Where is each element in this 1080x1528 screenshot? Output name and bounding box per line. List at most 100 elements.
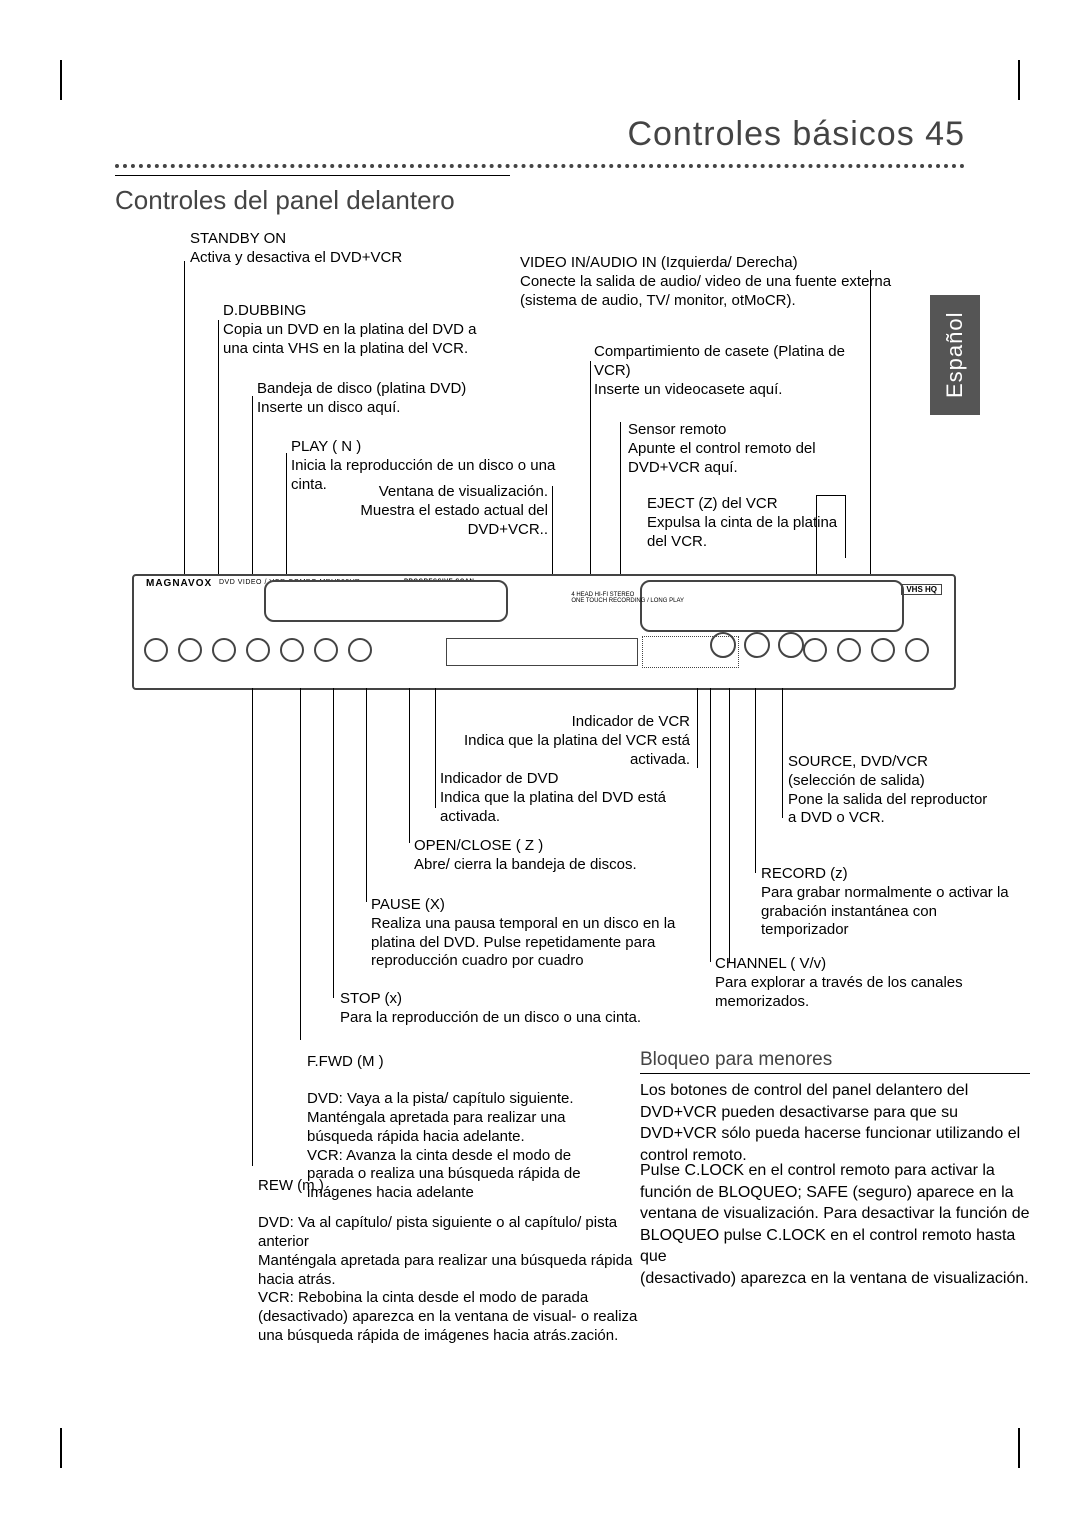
callout-title: PAUSE (X)	[371, 896, 445, 913]
display-window-icon	[446, 638, 638, 666]
callout-title: SOURCE, DVD/VCR	[788, 753, 928, 770]
callout-standby: STANDBY ON Activa y desactiva el DVD+VCR	[190, 230, 402, 268]
callout-title: Compartimiento de casete (Platina de VCR…	[594, 343, 845, 379]
callout-desc: Realiza una pausa temporal en un disco e…	[371, 915, 675, 970]
leader-line	[697, 688, 698, 768]
disc-tray	[264, 580, 508, 622]
leader-line	[845, 495, 846, 558]
callout-title: EJECT (Z) del VCR	[647, 495, 778, 512]
rca-jack-icon	[778, 632, 804, 658]
manual-page: Controles básicos 45 Controles del panel…	[0, 0, 1080, 1528]
leader-line	[590, 361, 591, 583]
heads-sub: ONE TOUCH RECORDING / LONG PLAY	[571, 598, 684, 604]
callout-title: OPEN/CLOSE ( Z )	[414, 837, 543, 854]
callout-av-in: VIDEO IN/AUDIO IN (Izquierda/ Derecha) C…	[520, 254, 930, 310]
callout-title: RECORD (z)	[761, 865, 848, 882]
vhs-hq-logo: VHS HQ	[901, 584, 942, 595]
childlock-p2: Pulse C.LOCK en el control remoto para a…	[640, 1160, 1035, 1268]
crop-mark	[978, 1428, 1020, 1468]
callout-desc: Inserte un videocasete aquí.	[594, 381, 782, 398]
callout-desc: (selección de salida) Pone la salida del…	[788, 772, 987, 827]
callout-open-close: OPEN/CLOSE ( Z ) Abre/ cierra la bandeja…	[414, 837, 704, 875]
leader-line	[710, 688, 711, 962]
leader-line	[782, 688, 783, 818]
callout-title: Bandeja de disco (platina DVD)	[257, 380, 466, 397]
leader-line	[816, 495, 817, 585]
callout-title: VIDEO IN/AUDIO IN (Izquierda/ Derecha)	[520, 254, 798, 271]
callout-desc: Abre/ cierra la bandeja de discos.	[414, 856, 637, 873]
callout-desc: Inserte un disco aquí.	[257, 399, 400, 416]
knob-icon	[246, 638, 270, 662]
callout-desc: Indica que la platina del VCR está activ…	[464, 732, 690, 768]
callout-source: SOURCE, DVD/VCR (selección de salida) Po…	[788, 753, 998, 828]
callout-stop: STOP (x) Para la reproducción de un disc…	[340, 990, 680, 1028]
leader-line	[729, 688, 730, 962]
callout-cassette: Compartimiento de casete (Platina de VCR…	[594, 343, 854, 399]
divider	[115, 175, 510, 176]
device-illustration: MAGNAVOX DVD VIDEO / VCR COMBO MDV560VR …	[132, 574, 956, 690]
knob-icon	[837, 638, 861, 662]
callout-title: F.FWD (M )	[307, 1053, 384, 1070]
callout-sensor: Sensor remoto Apunte el control remoto d…	[628, 421, 868, 477]
callout-eject: EJECT (Z) del VCR Expulsa la cinta de la…	[647, 495, 847, 551]
callout-title: STANDBY ON	[190, 230, 286, 247]
callout-rew: REW (m ) DVD: Va al capítulo/ pista sigu…	[258, 1158, 638, 1346]
page-number: 45	[925, 115, 965, 153]
callout-title: D.DUBBING	[223, 302, 306, 319]
media-logos: VHS HQ	[901, 584, 942, 595]
knob-icon	[314, 638, 338, 662]
callout-desc: Indica que la platina del DVD está activ…	[440, 789, 666, 825]
callout-record: RECORD (z) Para grabar normalmente o act…	[761, 865, 1021, 940]
brand-label: MAGNAVOX	[146, 578, 212, 589]
callout-desc: Conecte la salida de audio/ video de una…	[520, 273, 891, 309]
language-tab: Español	[930, 295, 980, 415]
knob-icon	[212, 638, 236, 662]
childlock-p1: Los botones de control del panel delante…	[640, 1080, 1030, 1166]
callout-display: Ventana de visualización. Muestra el est…	[358, 483, 548, 539]
leader-line	[435, 688, 436, 808]
callout-desc: DVD: Va al capítulo/ pista siguiente o a…	[258, 1214, 637, 1344]
leader-line	[409, 688, 410, 843]
leader-line	[252, 396, 253, 591]
callout-desc: Activa y desactiva el DVD+VCR	[190, 249, 402, 266]
subsection-title: Controles del panel delantero	[115, 185, 455, 216]
rca-jack-icon	[710, 632, 736, 658]
callout-title: CHANNEL ( V/v)	[715, 955, 826, 972]
leader-line	[755, 688, 756, 873]
callout-title: Indicador de DVD	[440, 770, 558, 787]
callout-desc: Para grabar normalmente o activar la gra…	[761, 884, 1009, 939]
callout-desc: Muestra el estado actual del DVD+VCR..	[360, 502, 548, 538]
callout-desc: Para explorar a través de los canales me…	[715, 974, 963, 1010]
knob-icon	[178, 638, 202, 662]
knob-icon	[144, 638, 168, 662]
callout-ddubbing: D.DUBBING Copia un DVD en la platina del…	[223, 302, 503, 358]
crop-mark	[978, 60, 1020, 100]
divider	[640, 1073, 1030, 1074]
cassette-slot	[640, 580, 904, 632]
knob-icon	[905, 638, 929, 662]
callout-title: REW (m )	[258, 1177, 324, 1194]
knob-icon	[348, 638, 372, 662]
leader-line	[816, 495, 846, 496]
right-button-row	[803, 638, 929, 662]
divider-dotted	[115, 164, 965, 168]
left-button-row	[144, 638, 372, 662]
leader-line	[366, 688, 367, 902]
crop-mark	[60, 60, 102, 100]
callout-dvd-indicator: Indicador de DVD Indica que la platina d…	[440, 770, 700, 826]
knob-icon	[803, 638, 827, 662]
callout-desc: Expulsa la cinta de la platina del VCR.	[647, 514, 837, 550]
callout-title: Ventana de visualización.	[379, 483, 548, 500]
heads-label: 4 HEAD HI-FI STEREO ONE TOUCH RECORDING …	[571, 592, 684, 604]
callout-title: Sensor remoto	[628, 421, 726, 438]
childlock-heading: Bloqueo para menores	[640, 1048, 832, 1072]
callout-desc: Copia un DVD en la platina del DVD a una…	[223, 321, 476, 357]
callout-pause: PAUSE (X) Realiza una pausa temporal en …	[371, 896, 691, 971]
childlock-p3: (desactivado) aparezca en la ventana de …	[640, 1268, 1030, 1290]
leader-line	[333, 688, 334, 998]
callout-title: PLAY ( N )	[291, 438, 361, 455]
leader-line	[300, 688, 301, 1040]
leader-line	[252, 688, 253, 1166]
section-title: Controles básicos	[627, 115, 914, 153]
callout-channel: CHANNEL ( V/v) Para explorar a través de…	[715, 955, 1015, 1011]
